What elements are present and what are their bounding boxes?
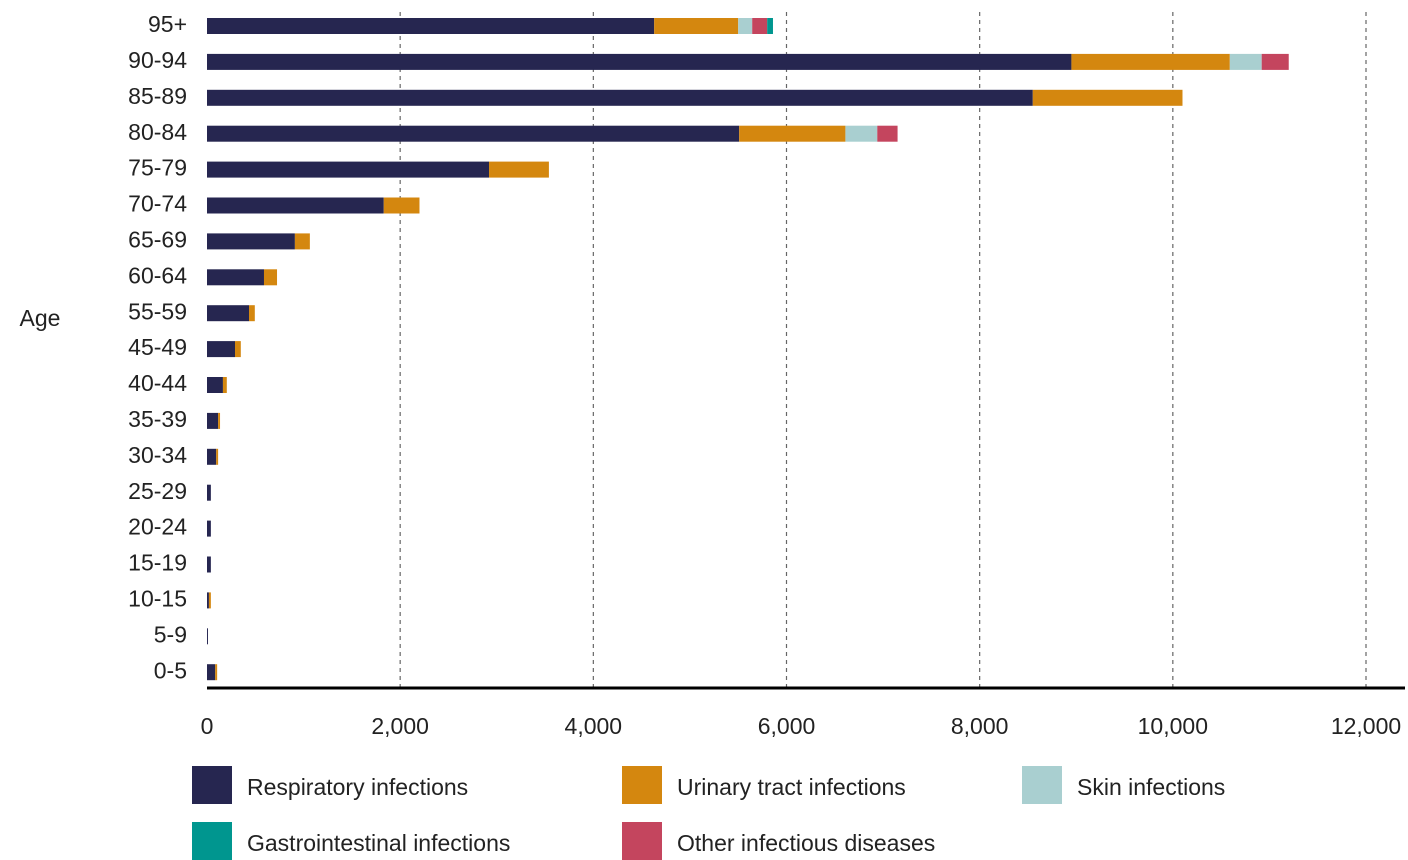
bar-segment xyxy=(489,161,549,178)
bar-segment xyxy=(207,520,211,537)
x-tick-label: 10,000 xyxy=(1138,713,1208,739)
bar-segment xyxy=(1071,53,1230,70)
bar-segment xyxy=(877,125,898,142)
y-tick-label: 80-84 xyxy=(128,119,187,145)
y-tick-label: 25-29 xyxy=(128,478,187,504)
legend-label: Other infectious diseases xyxy=(677,830,935,856)
bar-segment xyxy=(654,18,739,34)
bar-segment xyxy=(207,664,216,681)
legend-swatch xyxy=(622,822,662,860)
bar-segment xyxy=(752,18,768,34)
bar-segment xyxy=(208,592,211,609)
y-tick-label: 0-5 xyxy=(154,657,187,683)
bar-segment xyxy=(207,484,211,501)
x-tick-label: 0 xyxy=(201,713,214,739)
x-tick-label: 12,000 xyxy=(1331,713,1401,739)
legend-swatch xyxy=(192,822,232,860)
legend-label: Skin infections xyxy=(1077,774,1225,800)
bar-segment xyxy=(767,18,773,34)
bar-segment xyxy=(249,305,255,322)
y-tick-label: 35-39 xyxy=(128,406,187,432)
bar-segment xyxy=(1229,53,1262,70)
y-tick-label: 60-64 xyxy=(128,262,187,288)
bar-segment xyxy=(383,197,420,214)
x-tick-label: 8,000 xyxy=(951,713,1009,739)
y-tick-label: 85-89 xyxy=(128,83,187,109)
y-axis-label: Age xyxy=(20,305,61,331)
bar-segment xyxy=(207,305,250,322)
y-tick-label: 30-34 xyxy=(128,442,187,468)
bar-segment xyxy=(207,53,1072,70)
bar-segment xyxy=(216,448,219,465)
bar-segment xyxy=(263,269,278,286)
legend-swatch xyxy=(1022,766,1062,804)
y-tick-label: 65-69 xyxy=(128,226,187,252)
legend-swatch xyxy=(622,766,662,804)
bar-segment xyxy=(207,628,208,645)
bar-segment xyxy=(222,377,227,393)
bar-segment xyxy=(1261,53,1289,70)
y-tick-label: 5-9 xyxy=(154,621,187,647)
bar-segment xyxy=(1032,89,1183,106)
bar-segment xyxy=(207,161,490,178)
bar-segment xyxy=(845,125,878,142)
bar-segment xyxy=(207,125,740,142)
bar-segment xyxy=(738,18,753,34)
bar-segment xyxy=(207,412,219,429)
bar-segment xyxy=(207,269,264,286)
bar-segment xyxy=(207,556,211,573)
y-tick-label: 45-49 xyxy=(128,334,187,360)
y-tick-label: 20-24 xyxy=(128,514,187,540)
bar-segment xyxy=(294,233,310,250)
bar-segment xyxy=(207,448,217,465)
bar-segment xyxy=(207,592,209,609)
bar-segment xyxy=(739,125,846,142)
y-tick-label: 55-59 xyxy=(128,298,187,324)
x-tick-label: 6,000 xyxy=(758,713,816,739)
y-tick-label: 95+ xyxy=(148,11,187,37)
y-tick-label: 40-44 xyxy=(128,370,187,396)
y-tick-label: 70-74 xyxy=(128,191,187,217)
bar-segment xyxy=(215,664,218,681)
bar-segment xyxy=(218,412,221,429)
y-tick-label: 75-79 xyxy=(128,155,187,181)
legend-label: Gastrointestinal infections xyxy=(247,830,510,856)
x-tick-label: 4,000 xyxy=(565,713,623,739)
bar-segment xyxy=(207,89,1033,106)
bar-segment xyxy=(207,377,223,393)
legend-swatch xyxy=(192,766,232,804)
y-tick-label: 10-15 xyxy=(128,585,187,611)
legend-label: Urinary tract infections xyxy=(677,774,906,800)
bar-segment xyxy=(207,233,295,250)
legend-label: Respiratory infections xyxy=(247,774,468,800)
bar-segment xyxy=(235,341,241,358)
bar-segment xyxy=(207,341,236,358)
x-tick-label: 2,000 xyxy=(371,713,429,739)
bar-segment xyxy=(207,197,384,214)
y-tick-label: 90-94 xyxy=(128,47,187,73)
bar-segment xyxy=(207,18,655,34)
y-tick-label: 15-19 xyxy=(128,550,187,576)
